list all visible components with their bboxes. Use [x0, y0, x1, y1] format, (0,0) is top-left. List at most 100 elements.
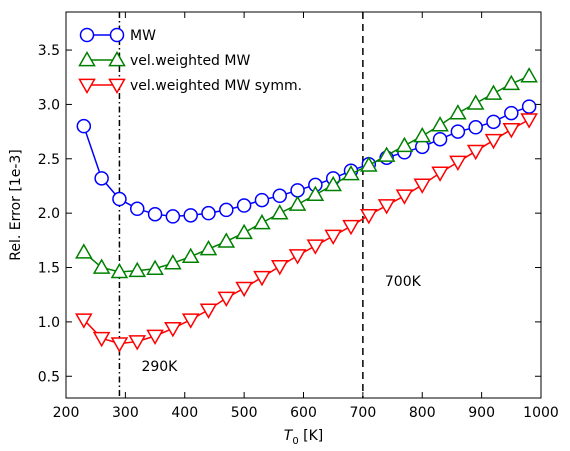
data-point-2 — [110, 337, 129, 353]
data-point-1 — [520, 67, 538, 83]
data-point-1 — [92, 258, 111, 274]
data-point-1 — [235, 223, 253, 240]
data-point-1 — [164, 254, 182, 270]
data-point-2 — [360, 208, 378, 225]
annotation-700k: 700K — [385, 274, 422, 290]
x-tick-label: 800 — [409, 405, 436, 421]
legend-marker-1 — [108, 50, 126, 67]
x-axis-label-unit: [K] — [299, 428, 324, 444]
data-point-1 — [253, 213, 271, 230]
data-point-0 — [450, 124, 466, 139]
annotation-290k: 290K — [141, 359, 178, 375]
data-point-0 — [112, 191, 127, 207]
data-point-0 — [183, 208, 198, 223]
data-point-1 — [288, 195, 307, 211]
data-point-1 — [181, 247, 200, 264]
legend-label-1: vel.weighted MW — [130, 53, 250, 69]
data-point-0 — [432, 131, 448, 147]
data-point-2 — [324, 229, 342, 246]
data-point-0 — [468, 120, 483, 135]
data-point-2 — [270, 260, 289, 276]
data-point-2 — [431, 166, 449, 182]
x-axis-label-main: T — [284, 428, 294, 444]
x-tick-label: 900 — [468, 405, 495, 421]
y-tick-label: 3.0 — [38, 97, 60, 113]
y-tick-label: 3.5 — [38, 43, 60, 59]
data-point-2 — [253, 270, 271, 287]
data-point-1 — [431, 116, 449, 132]
x-tick-label: 200 — [53, 405, 80, 421]
x-tick-label: 1000 — [523, 405, 559, 421]
data-point-2 — [520, 113, 538, 129]
data-point-0 — [290, 183, 305, 198]
data-point-0 — [165, 209, 181, 224]
data-point-1 — [377, 146, 396, 162]
y-tick-label: 1.0 — [38, 315, 60, 331]
data-point-0 — [94, 171, 109, 186]
data-point-0 — [254, 192, 270, 208]
legend: MW vel.weighted MW vel.weighted MW symm. — [78, 27, 302, 95]
data-point-2 — [164, 322, 182, 338]
plot-area: 290K 700K — [75, 12, 538, 398]
data-point-0 — [219, 202, 234, 218]
legend-marker-0 — [79, 27, 95, 43]
data-point-1 — [502, 74, 521, 91]
data-point-0 — [272, 188, 287, 204]
series-line-1 — [83, 75, 530, 273]
legend-marker-0 — [109, 27, 125, 43]
legend-label-2: vel.weighted MW symm. — [130, 78, 302, 94]
data-point-2 — [502, 123, 521, 139]
series-0 — [76, 99, 537, 224]
data-point-1 — [110, 262, 129, 279]
data-point-2 — [377, 199, 396, 215]
data-point-2 — [449, 155, 467, 172]
x-tick-label: 700 — [350, 405, 377, 421]
data-point-0 — [76, 118, 92, 134]
data-point-0 — [147, 206, 163, 222]
data-point-0 — [486, 114, 501, 130]
data-point-2 — [342, 219, 360, 236]
data-point-0 — [504, 105, 519, 121]
data-point-1 — [217, 232, 236, 248]
legend-marker-1 — [78, 50, 96, 67]
series-2 — [75, 113, 538, 353]
data-point-0 — [130, 201, 145, 217]
data-point-2 — [395, 189, 414, 205]
y-tick-label: 2.0 — [38, 206, 60, 222]
y-tick-label: 1.5 — [38, 261, 60, 277]
data-point-1 — [360, 156, 378, 172]
data-point-1 — [342, 164, 360, 181]
data-point-1 — [128, 261, 147, 278]
data-point-2 — [306, 239, 325, 255]
data-point-1 — [449, 104, 467, 120]
data-point-2 — [75, 313, 93, 329]
data-point-0 — [236, 198, 252, 213]
data-point-2 — [288, 249, 307, 265]
data-point-0 — [201, 205, 216, 221]
x-axis-label-sub: 0 — [292, 436, 298, 447]
data-point-1 — [324, 175, 342, 192]
data-point-1 — [484, 84, 503, 100]
data-point-2 — [128, 335, 147, 351]
x-tick-label: 500 — [231, 405, 258, 421]
data-point-2 — [413, 178, 432, 194]
legend-marker-2 — [108, 78, 126, 95]
series-1 — [75, 67, 538, 279]
data-point-2 — [199, 303, 218, 319]
legend-marker-2 — [78, 78, 96, 95]
axis-ticks: 200 300 400 500 600 700 800 900 1000 0.5 1.0 1.5 2.0… — [38, 12, 559, 421]
data-point-0 — [521, 99, 537, 114]
data-point-2 — [235, 281, 253, 298]
data-point-2 — [181, 313, 200, 329]
y-tick-label: 0.5 — [38, 369, 60, 385]
data-point-1 — [75, 243, 93, 259]
data-point-1 — [306, 185, 325, 202]
data-point-1 — [466, 94, 485, 110]
data-point-2 — [92, 331, 111, 348]
data-point-1 — [395, 136, 414, 153]
data-point-1 — [270, 204, 289, 220]
x-tick-label: 600 — [290, 405, 317, 421]
data-point-1 — [413, 126, 432, 143]
data-point-1 — [199, 240, 218, 256]
